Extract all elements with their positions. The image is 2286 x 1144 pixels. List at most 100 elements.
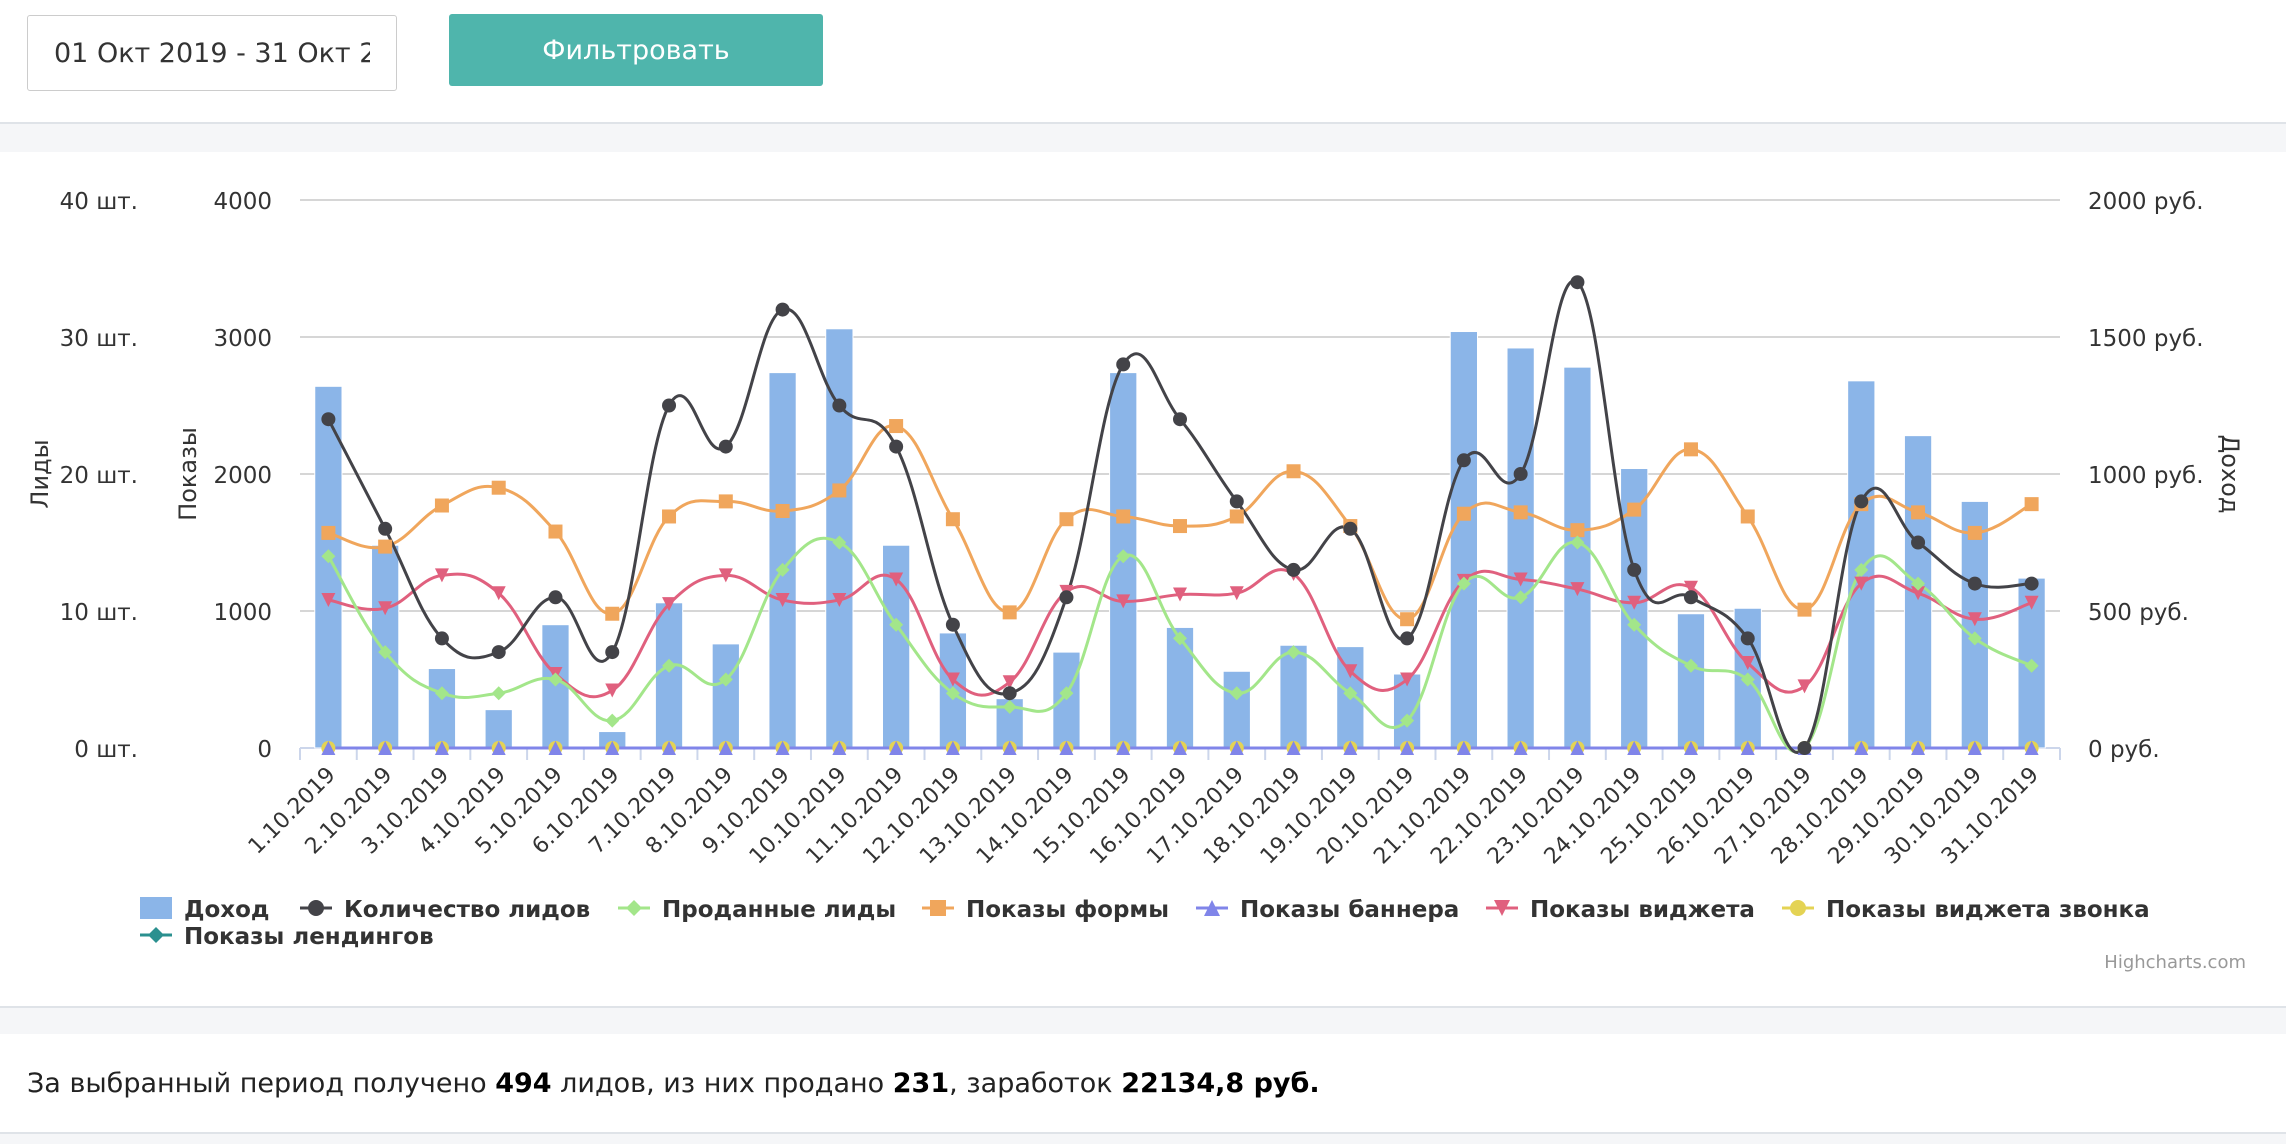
section-gap — [0, 124, 2286, 152]
income-bar — [427, 668, 457, 749]
series-marker — [378, 645, 393, 660]
series-line — [327, 536, 2033, 754]
series-marker — [1683, 590, 1698, 605]
series-marker — [1570, 582, 1585, 597]
series-marker — [1740, 672, 1755, 687]
income-bars — [314, 328, 2046, 749]
series-marker — [1967, 631, 1982, 646]
series-marker — [1967, 576, 1982, 591]
series-marker — [775, 302, 790, 317]
series-marker — [889, 741, 904, 755]
series-marker — [1513, 741, 1528, 755]
date-range-input[interactable] — [27, 15, 397, 91]
series-marker — [718, 568, 733, 583]
series-marker — [2024, 576, 2039, 591]
summary-text: За выбранный период получено 494 лидов, … — [27, 1068, 1320, 1099]
series-marker — [1627, 741, 1642, 755]
series-marker — [1173, 412, 1187, 427]
section-gap-2 — [0, 1008, 2286, 1034]
legend-symbol-marker — [1790, 900, 1806, 916]
series-marker — [1513, 505, 1528, 520]
income-tick-label: 1000 руб. — [2088, 463, 2204, 489]
series-marker — [1173, 631, 1187, 646]
series-marker — [945, 672, 960, 687]
series-marker — [1229, 494, 1244, 509]
series-marker — [1911, 505, 1926, 520]
series-marker — [1116, 594, 1131, 609]
series-marker — [775, 562, 790, 577]
series-marker — [889, 419, 904, 434]
series-marker — [1229, 686, 1244, 701]
series-marker — [1286, 645, 1301, 660]
series-marker — [1911, 535, 1926, 550]
series-marker — [2024, 658, 2039, 673]
series-marker — [1911, 576, 1926, 591]
filter-button[interactable]: Фильтровать — [449, 14, 823, 86]
series-marker — [1456, 576, 1471, 591]
legend-symbol — [140, 897, 172, 919]
income-bar — [1222, 670, 1251, 749]
series-marker — [2024, 595, 2039, 610]
series-marker — [1059, 686, 1074, 701]
income-bar — [314, 385, 343, 749]
chart-panel: 0 шт. 0 0 руб. 10 шт. 1000 500 руб. 20 шт. 2000… — [0, 152, 2286, 1008]
series-marker — [1116, 741, 1131, 755]
legend-symbol-marker — [1204, 900, 1220, 916]
legend-symbol-marker — [308, 900, 324, 916]
summary-panel: За выбранный период получено 494 лидов, … — [0, 1034, 2286, 1134]
series-marker — [1400, 672, 1415, 687]
series-marker — [1570, 535, 1585, 550]
series-marker — [1002, 686, 1017, 701]
series-marker — [1400, 741, 1415, 755]
series-marker — [378, 521, 393, 536]
series-marker — [1173, 519, 1187, 534]
series-marker — [1854, 562, 1869, 577]
series-marker — [662, 597, 677, 612]
legend-symbol-marker — [1494, 900, 1510, 916]
series-marker — [1343, 521, 1358, 536]
series-marker — [1229, 586, 1244, 601]
series-marker — [775, 593, 790, 608]
series-marker — [718, 439, 733, 454]
series-marker — [1797, 741, 1812, 755]
series-marker — [1570, 523, 1585, 538]
series-marker — [1343, 686, 1358, 701]
series-marker — [548, 672, 563, 687]
income-tick-label: 0 руб. — [2088, 737, 2160, 763]
series-marker — [1513, 467, 1528, 481]
summary-mid1: лидов, из них продано — [551, 1068, 893, 1099]
summary-prefix: За выбранный период получено — [27, 1068, 496, 1099]
views-tick-label: 2000 — [213, 463, 272, 489]
series-marker — [889, 439, 904, 454]
income-bar — [1563, 366, 1592, 749]
series-marker — [662, 398, 677, 413]
series-marker — [1854, 741, 1869, 755]
series-marker — [1456, 506, 1471, 521]
series-marker — [1456, 453, 1471, 468]
highcharts-credits[interactable]: Highcharts.com — [2104, 952, 2246, 973]
series-marker — [321, 593, 336, 608]
income-bar — [1676, 613, 1706, 749]
series-marker — [1683, 741, 1698, 755]
income-bar — [654, 602, 684, 749]
series-marker — [1116, 357, 1131, 372]
series-marker — [1740, 509, 1755, 524]
series-marker — [434, 631, 449, 646]
series-marker — [832, 741, 847, 755]
series-marker — [662, 741, 677, 755]
series-marker — [1683, 580, 1698, 595]
series-marker — [491, 645, 506, 660]
series-marker — [434, 741, 449, 755]
views-tick-label: 3000 — [213, 326, 272, 352]
series-marker — [321, 412, 336, 427]
series-marker — [605, 645, 620, 660]
series-marker — [832, 535, 847, 550]
series-marker — [1002, 699, 1017, 714]
series-marker — [2024, 741, 2039, 755]
series-marker — [945, 512, 960, 527]
series-marker — [1400, 713, 1415, 728]
series-marker — [1627, 502, 1642, 517]
series-marker — [1740, 741, 1755, 755]
chart-legend: Доход Количество лидов Проданные лиды Показ… — [140, 897, 2150, 950]
series-marker — [832, 593, 847, 608]
